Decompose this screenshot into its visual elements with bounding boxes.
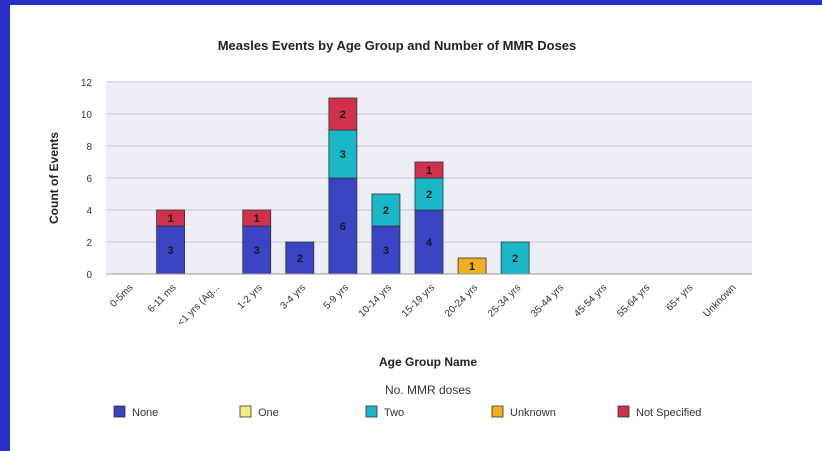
y-tick-label: 6 <box>86 174 92 185</box>
legend-swatch <box>617 405 630 418</box>
data-label: 2 <box>383 205 389 217</box>
legend-label: Two <box>384 407 404 419</box>
legend-label: One <box>258 407 279 419</box>
data-label: 3 <box>340 149 346 161</box>
x-tick-label: 5-9 yrs <box>322 282 351 311</box>
y-tick-label: 4 <box>86 206 92 217</box>
window-frame-top <box>0 0 822 5</box>
x-tick-label: 15-19 yrs <box>400 282 437 319</box>
bar-segment <box>156 225 186 275</box>
x-tick-label: 55-64 yrs <box>615 282 652 319</box>
x-tick-label: 3-4 yrs <box>279 282 308 311</box>
bar-segment <box>414 161 444 179</box>
legend-title: No. MMR doses <box>385 383 471 397</box>
y-tick-label: 12 <box>81 78 93 89</box>
data-label: 1 <box>469 261 475 273</box>
legend-swatch <box>365 405 378 418</box>
data-label: 3 <box>383 245 389 257</box>
x-axis-label: Age Group Name <box>379 355 477 369</box>
legend-swatch <box>239 405 252 418</box>
legend: None One Two Unknown Not Specified <box>113 405 701 419</box>
data-label: 1 <box>426 165 432 177</box>
x-tick-label: 10-14 yrs <box>357 282 394 319</box>
legend-label: Not Specified <box>636 407 701 419</box>
data-label: 2 <box>297 253 303 265</box>
x-tick-label: 20-24 yrs <box>443 282 480 319</box>
legend-swatch <box>491 405 504 418</box>
bar-segment <box>156 209 186 227</box>
chart-title: Measles Events by Age Group and Number o… <box>218 38 577 53</box>
x-tick-label: 35-44 yrs <box>529 282 566 319</box>
data-label: 3 <box>168 245 174 257</box>
bar-segment <box>328 97 358 131</box>
x-tick-label: <1 yrs (Ag... <box>176 282 222 328</box>
bar-segment <box>414 177 444 211</box>
bar-segment <box>371 193 401 227</box>
data-label: 2 <box>512 253 518 265</box>
data-label: 3 <box>254 245 260 257</box>
x-tick-label: 0-5ms <box>108 282 135 309</box>
data-label: 2 <box>426 189 432 201</box>
y-tick-label: 0 <box>86 270 92 281</box>
bar-segment <box>285 241 315 275</box>
y-tick-label: 8 <box>86 142 92 153</box>
x-tick-label: 25-34 yrs <box>486 282 523 319</box>
data-label: 4 <box>426 237 433 249</box>
legend-label: None <box>132 407 158 419</box>
bar-segment <box>414 209 444 275</box>
legend-label: Unknown <box>510 407 556 419</box>
y-tick-label: 2 <box>86 238 92 249</box>
x-tick-label: 45-54 yrs <box>572 282 609 319</box>
legend-swatch <box>113 405 126 418</box>
window-frame-left <box>0 0 10 451</box>
y-tick-label: 10 <box>81 110 93 121</box>
x-tick-label: 1-2 yrs <box>235 282 264 311</box>
x-tick-label: 6-11 ms <box>146 282 179 315</box>
data-label: 1 <box>254 213 260 225</box>
bar-segment <box>242 209 272 227</box>
x-tick-label: 65+ yrs <box>664 282 695 313</box>
data-label: 2 <box>340 109 346 121</box>
data-label: 6 <box>340 221 346 233</box>
data-label: 1 <box>168 213 174 225</box>
x-tick-label: Unknown <box>701 282 738 319</box>
y-axis-label: Count of Events <box>47 132 61 224</box>
